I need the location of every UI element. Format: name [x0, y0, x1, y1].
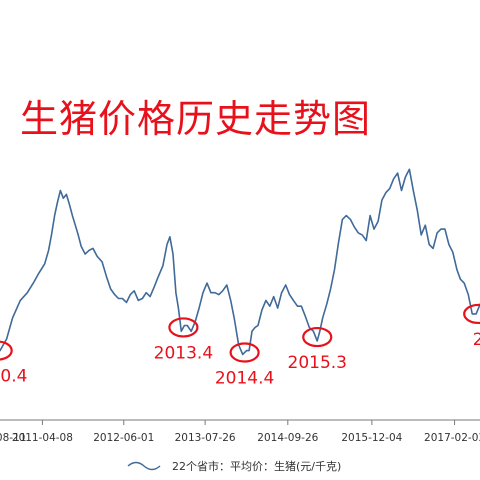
x-tick-label: 2011-04-08 [12, 432, 73, 444]
x-tick-label: 2012-06-01 [93, 432, 154, 444]
annotation-circle [302, 326, 333, 348]
annotation-label: 2014.4 [215, 369, 274, 389]
annotation-circle [229, 342, 260, 363]
annotation-label: 2013.4 [154, 343, 213, 363]
annotation-label: 2 [473, 330, 480, 350]
annotation-label: 2010.4 [0, 367, 27, 387]
annotation-circle [0, 340, 13, 361]
x-tick-label: 2010-08-11 [0, 432, 26, 444]
legend-swatch [127, 461, 161, 471]
overlay-title: 生猪价格历史走势图 [20, 97, 372, 141]
x-tick-label: 2014-09-26 [257, 432, 318, 444]
annotation-label: 2015.3 [288, 353, 347, 373]
series-line [0, 168, 480, 356]
legend-label: 22个省市：平均价：生猪(元/千克) [172, 459, 341, 473]
annotation-circle [168, 317, 199, 338]
x-tick-label: 2015-12-04 [341, 432, 402, 444]
x-tick-label: 2013-07-26 [175, 432, 236, 444]
x-tick-label: 2017-02-03 [424, 432, 480, 444]
annotation-circle [463, 303, 480, 325]
